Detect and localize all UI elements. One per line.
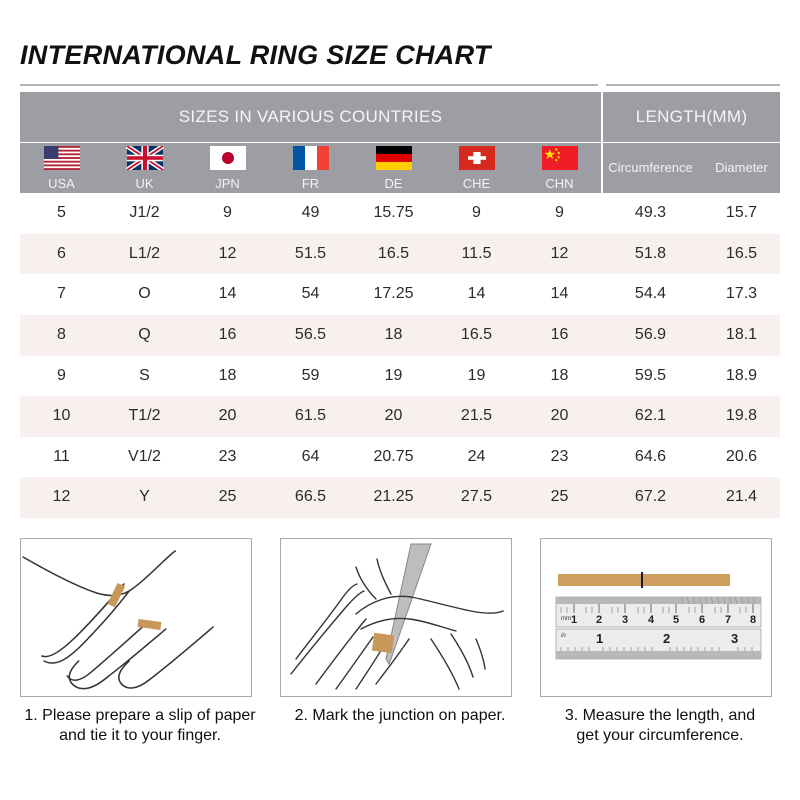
svg-text:5: 5 [673,614,679,626]
svg-text:6: 6 [699,614,705,626]
svg-text:7: 7 [725,614,731,626]
svg-text:1: 1 [571,614,577,626]
svg-text:in: in [561,633,566,639]
svg-text:mm: mm [561,616,571,622]
svg-text:8: 8 [750,614,756,626]
svg-text:3: 3 [622,614,628,626]
svg-text:1: 1 [596,631,603,646]
svg-text:4: 4 [648,614,655,626]
svg-text:2: 2 [663,631,670,646]
svg-text:3: 3 [731,631,738,646]
svg-text:2: 2 [596,614,602,626]
